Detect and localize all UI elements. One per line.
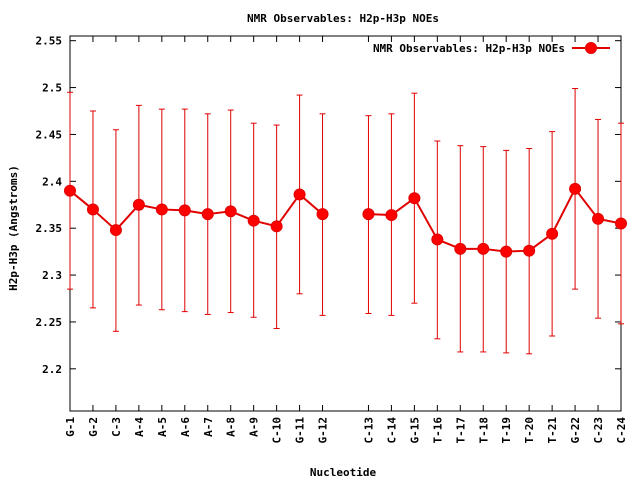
- data-point: [615, 217, 627, 230]
- data-point: [385, 209, 398, 222]
- data-point: [454, 242, 467, 255]
- y-tick-label: 2.4: [42, 175, 62, 188]
- x-tick-label: C-3: [110, 417, 123, 437]
- x-tick-label: G-15: [408, 417, 421, 444]
- x-axis: G-1 G-2 C-3 A-4 A-5 A-6 A-7 A-8 A-9 C-10 G-11 G-12 C…: [64, 36, 628, 444]
- data-point: [64, 184, 76, 197]
- x-tick-label: T-18: [477, 417, 490, 444]
- data-point: [500, 245, 513, 258]
- x-tick-label: G-22: [569, 417, 582, 444]
- data-point: [523, 244, 536, 257]
- data-point: [224, 205, 237, 218]
- series-line-segment: [275, 193, 301, 227]
- x-tick-label: T-17: [454, 417, 467, 444]
- data-point: [178, 204, 191, 217]
- data-point: [569, 182, 582, 195]
- data-point: [316, 208, 329, 221]
- x-tick-label: C-13: [362, 417, 375, 444]
- series-line-segment: [574, 188, 599, 220]
- x-tick-label: C-14: [385, 417, 398, 444]
- legend: NMR Observables: H2p-H3p NOEs: [373, 42, 610, 55]
- x-tick-label: A-8: [225, 417, 238, 437]
- y-axis: 2.2 2.25 2.3 2.35 2.4 2.45 2.5 2.55: [36, 35, 621, 376]
- y-tick-label: 2.5: [42, 82, 62, 95]
- y-tick-label: 2.55: [36, 35, 63, 48]
- data-point: [293, 188, 306, 201]
- x-tick-label: A-7: [202, 417, 215, 437]
- data-point: [155, 203, 168, 216]
- series-line-segment: [413, 197, 439, 240]
- x-tick-label: A-4: [133, 417, 146, 437]
- x-tick-label: G-1: [64, 417, 77, 437]
- series-line-segment: [551, 188, 576, 235]
- y-tick-label: 2.25: [36, 316, 63, 329]
- x-tick-label: C-10: [271, 417, 284, 444]
- y-axis-label: H2p-H3p (Angstroms): [7, 165, 20, 291]
- data-point: [362, 208, 375, 221]
- x-tick-label: A-9: [248, 417, 261, 437]
- data-point: [546, 227, 559, 240]
- y-tick-label: 2.35: [36, 222, 63, 235]
- data-point: [201, 208, 214, 221]
- data-point: [132, 198, 145, 211]
- chart-title: NMR Observables: H2p-H3p NOEs: [247, 12, 439, 25]
- data-point: [592, 212, 605, 225]
- x-tick-label: A-6: [179, 417, 192, 437]
- data-point: [270, 220, 283, 233]
- data-point: [247, 214, 260, 227]
- legend-marker: [585, 42, 597, 54]
- x-tick-label: T-20: [523, 417, 536, 444]
- x-tick-label: T-19: [500, 417, 513, 444]
- y-tick-label: 2.45: [36, 128, 63, 141]
- data-point: [431, 233, 444, 246]
- data-point: [109, 224, 122, 237]
- x-tick-label: G-12: [317, 417, 330, 444]
- x-tick-label: G-2: [87, 417, 100, 437]
- x-axis-label: Nucleotide: [310, 466, 377, 479]
- x-tick-label: T-16: [431, 417, 444, 444]
- y-tick-label: 2.2: [42, 363, 62, 376]
- data-point: [477, 242, 490, 255]
- x-tick-label: C-23: [592, 417, 605, 444]
- x-tick-label: T-21: [546, 417, 559, 444]
- x-tick-label: C-24: [615, 417, 628, 444]
- data-point: [408, 192, 421, 205]
- plot-frame: [69, 35, 622, 412]
- x-tick-label: A-5: [156, 417, 169, 437]
- y-tick-label: 2.3: [42, 269, 62, 282]
- legend-label: NMR Observables: H2p-H3p NOEs: [373, 42, 565, 55]
- data-point: [86, 203, 99, 216]
- data-series: [64, 88, 627, 355]
- x-tick-label: G-11: [294, 417, 307, 444]
